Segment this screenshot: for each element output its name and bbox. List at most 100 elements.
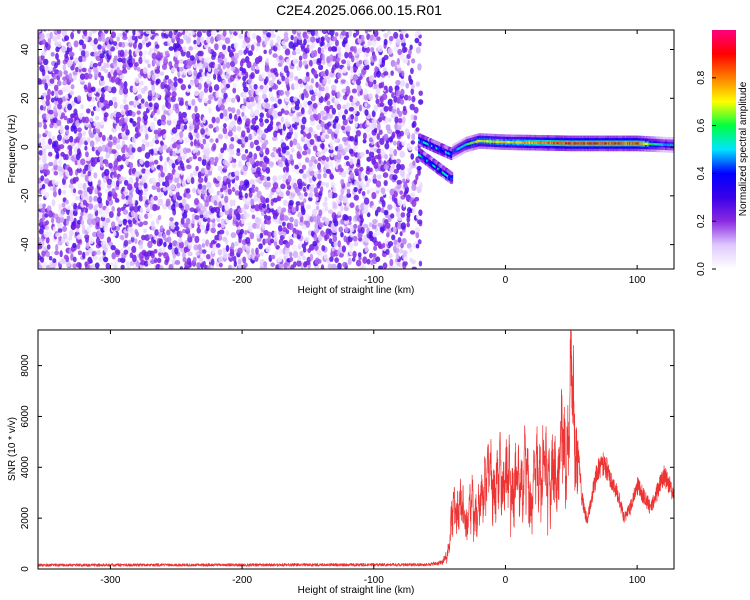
heatmap-cell <box>77 250 83 256</box>
heatmap-cell <box>234 170 240 177</box>
heatmap-cell <box>255 65 260 71</box>
heatmap-cell <box>168 242 173 248</box>
heatmap-cell <box>384 219 389 224</box>
heatmap-cell <box>52 226 57 232</box>
heatmap-cell <box>572 142 574 145</box>
heatmap-cell <box>206 130 211 136</box>
heatmap-cell <box>67 103 73 111</box>
heatmap-cell <box>475 140 477 144</box>
heatmap-cell <box>354 168 360 175</box>
heatmap-cell <box>284 30 289 33</box>
heatmap-cell <box>178 230 183 238</box>
heatmap-cell <box>103 68 109 74</box>
heatmap-cell <box>579 142 582 145</box>
heatmap-cell <box>416 165 422 171</box>
heatmap-cell <box>304 157 310 163</box>
heatmap-cell <box>452 150 454 154</box>
heatmap-cell <box>321 53 325 61</box>
heatmap-cell <box>178 241 184 249</box>
heatmap-cell <box>356 101 360 106</box>
heatmap-cell <box>119 49 125 57</box>
heatmap-cell <box>301 30 306 33</box>
heatmap-cell <box>40 207 46 214</box>
heatmap-cell <box>69 135 74 143</box>
heatmap-cell <box>124 123 129 131</box>
heatmap-cell <box>143 260 149 267</box>
heatmap-cell <box>328 160 334 168</box>
heatmap-cell <box>91 30 98 33</box>
heatmap-cell <box>324 217 330 226</box>
heatmap-cell <box>412 120 417 128</box>
heatmap-cell <box>42 30 47 32</box>
heatmap-cell <box>68 229 74 237</box>
heatmap-cell <box>392 140 397 146</box>
heatmap-cell <box>613 142 615 145</box>
heatmap-cell <box>105 199 110 207</box>
heatmap-cell <box>266 176 271 182</box>
heatmap-cell <box>354 115 359 122</box>
heatmap-cell <box>154 257 158 264</box>
heatmap-cell <box>389 259 394 267</box>
heatmap-cell <box>119 74 125 80</box>
heatmap-cell <box>510 141 512 144</box>
heatmap-cell <box>99 232 105 240</box>
heatmap-cell <box>346 202 350 208</box>
heatmap-cell <box>267 181 271 188</box>
heatmap-cell <box>312 59 318 65</box>
heatmap-cell <box>49 78 55 84</box>
heatmap-cell <box>296 169 300 175</box>
heatmap-cell <box>196 262 201 269</box>
heatmap-cell <box>175 191 180 198</box>
heatmap-cell <box>76 167 82 174</box>
heatmap-cell <box>234 58 238 65</box>
heatmap-cell <box>142 195 147 201</box>
heatmap-cell <box>131 146 136 153</box>
heatmap-cell <box>309 138 315 145</box>
heatmap-cell <box>207 30 212 33</box>
heatmap-cell <box>57 109 62 116</box>
heatmap-cell <box>307 147 311 155</box>
heatmap-cell <box>479 139 482 143</box>
heatmap-cell <box>217 165 223 172</box>
heatmap-cell <box>150 125 155 131</box>
heatmap-cell <box>395 79 401 86</box>
heatmap-cell <box>360 263 366 269</box>
heatmap-cell <box>68 183 74 189</box>
heatmap-cell <box>218 30 222 32</box>
heatmap-cell <box>161 104 166 111</box>
heatmap-cell <box>109 134 113 141</box>
heatmap-cell <box>128 162 134 169</box>
heatmap-cell <box>86 73 93 80</box>
heatmap-cell <box>554 141 556 145</box>
heatmap-cell <box>325 156 330 162</box>
heatmap-cell <box>234 183 238 190</box>
heatmap-cell <box>388 117 392 123</box>
heatmap-cell <box>243 92 247 99</box>
heatmap-cell <box>38 195 42 202</box>
heatmap-cell <box>221 204 226 213</box>
heatmap-cell <box>79 215 83 221</box>
heatmap-cell <box>375 93 379 100</box>
heatmap-cell <box>186 50 191 59</box>
heatmap-cell <box>342 261 348 268</box>
heatmap-cell <box>226 162 230 167</box>
heatmap-cell <box>254 186 259 192</box>
heatmap-cell <box>502 140 505 144</box>
heatmap-cell <box>100 182 106 190</box>
heatmap-cell <box>659 143 662 146</box>
heatmap-cell <box>201 205 207 213</box>
heatmap-cell <box>332 192 338 198</box>
heatmap-cell <box>336 211 342 216</box>
heatmap-cell <box>246 161 251 167</box>
heatmap-cell <box>342 37 348 45</box>
heatmap-cell <box>249 179 255 185</box>
snr-y-tick-label: 0 <box>20 566 31 572</box>
heatmap-cell <box>339 109 344 115</box>
heatmap-cell <box>310 42 315 49</box>
heatmap-cell <box>284 77 290 85</box>
heatmap-cell <box>291 206 296 213</box>
heatmap-cell <box>252 222 258 229</box>
heatmap-cell <box>306 30 312 33</box>
heatmap-cell <box>280 116 284 123</box>
spectrogram-x-label: Height of straight line (km) <box>298 285 415 296</box>
